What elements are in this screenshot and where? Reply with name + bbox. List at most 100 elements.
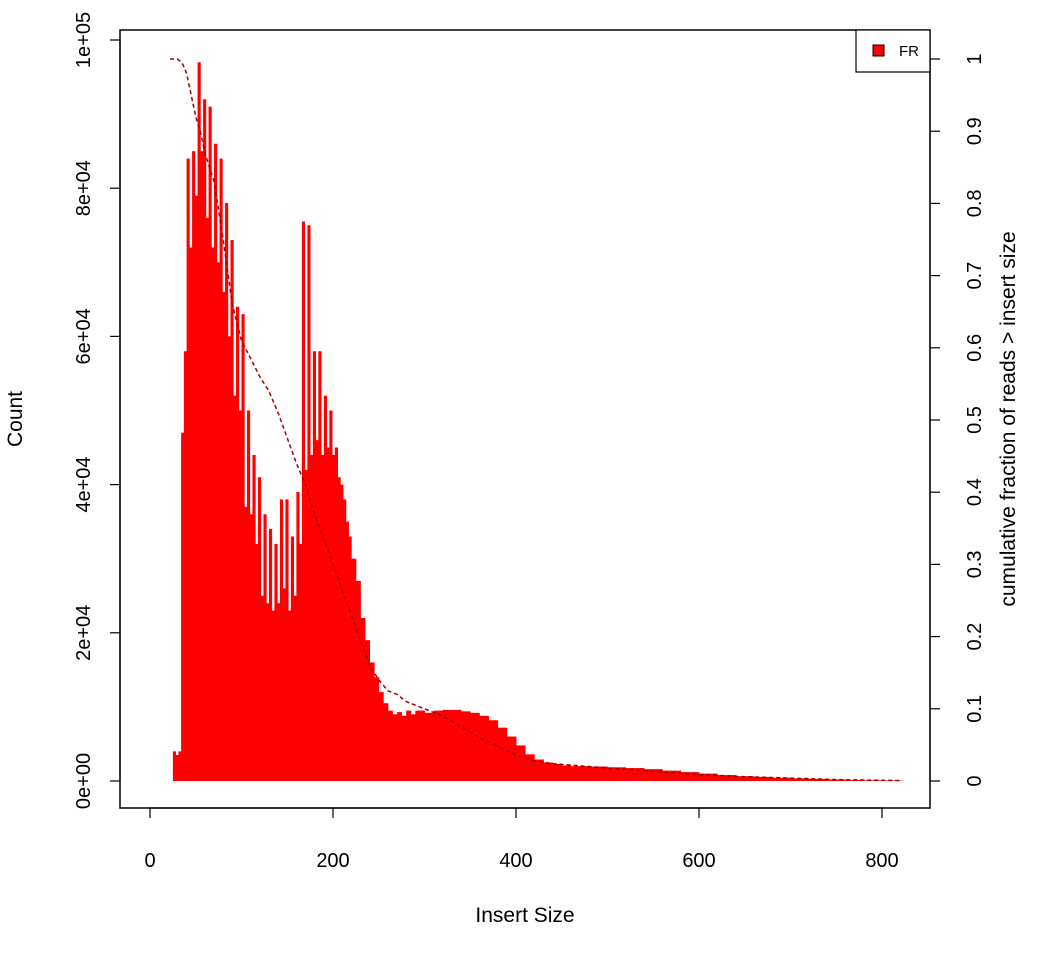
histogram-bar xyxy=(863,780,883,781)
histogram-bar xyxy=(340,484,344,781)
y2-tick-label: 0.2 xyxy=(964,623,986,651)
histogram-bar xyxy=(290,536,295,781)
histogram-bar xyxy=(451,709,462,781)
histogram-bar xyxy=(808,778,828,781)
histogram-bar xyxy=(266,603,270,781)
histogram-bar xyxy=(285,499,289,781)
histogram-bar xyxy=(263,514,267,781)
histogram-bar xyxy=(699,773,718,781)
histogram-bar xyxy=(334,447,338,781)
histogram-bar xyxy=(260,595,264,781)
histogram-bar xyxy=(293,595,297,781)
histogram-bar xyxy=(680,772,700,781)
histogram-bar xyxy=(365,640,370,781)
histogram-bar xyxy=(410,714,416,781)
histogram-bar xyxy=(249,514,253,781)
histogram-bar xyxy=(315,440,319,781)
histogram-bar xyxy=(717,775,736,781)
y2-tick-label: 0.9 xyxy=(964,117,986,145)
histogram-bar xyxy=(200,151,204,781)
histogram-bar xyxy=(433,710,444,781)
histogram-bar xyxy=(203,99,207,781)
histogram-bar xyxy=(561,765,572,781)
histogram-bar xyxy=(790,778,810,781)
histogram-bar xyxy=(525,754,535,781)
histogram-bar xyxy=(543,762,553,781)
y-axis-title: Count xyxy=(4,391,27,447)
histogram-bar xyxy=(225,203,229,781)
y-axis-right: 0 0.1 0.2 0.3 0.4 0.5 0.6 0.7 0.8 0.9 1 xyxy=(929,53,986,787)
x-tick-label: 400 xyxy=(499,850,532,872)
histogram-bar xyxy=(415,710,425,781)
histogram-bar xyxy=(304,469,308,781)
histogram-bar xyxy=(318,351,322,781)
y2-tick-label: 0.3 xyxy=(964,550,986,578)
histogram-bar xyxy=(735,776,755,781)
y2-tick-label: 0.7 xyxy=(964,262,986,290)
histogram-bar xyxy=(369,662,375,781)
y-tick-label: 4e+04 xyxy=(73,457,95,513)
x-tick-label: 0 xyxy=(144,850,155,872)
histogram-bar xyxy=(343,499,347,781)
histogram-bar xyxy=(274,543,278,781)
histogram-bar xyxy=(219,158,223,781)
histogram-bar xyxy=(329,410,333,781)
histogram-bar xyxy=(360,617,366,781)
histogram-bar xyxy=(307,225,311,781)
legend: FR xyxy=(855,29,931,73)
histogram-bar xyxy=(310,454,314,781)
histogram-bars xyxy=(172,62,904,782)
histogram-bar xyxy=(211,247,215,782)
histogram-bar xyxy=(288,610,292,781)
histogram-bar xyxy=(662,770,682,781)
histogram-bar xyxy=(197,62,201,782)
histogram-bar xyxy=(337,477,341,781)
histogram-bar xyxy=(378,692,384,781)
histogram-bar xyxy=(238,410,242,781)
histogram-bar xyxy=(186,158,190,781)
histogram-bar xyxy=(374,677,380,781)
histogram-bar xyxy=(227,336,231,781)
histogram-bar xyxy=(241,314,245,781)
histogram-bar xyxy=(424,712,435,781)
histogram-bar xyxy=(299,543,303,781)
histogram-bar xyxy=(178,751,182,781)
histogram-bar xyxy=(230,240,234,781)
histogram-bar xyxy=(181,432,185,781)
histogram-bar xyxy=(301,221,306,782)
histogram-bar xyxy=(323,395,327,781)
histogram-bar xyxy=(753,776,773,781)
legend-label: FR xyxy=(899,43,919,60)
y2-tick-label: 0.8 xyxy=(964,189,986,217)
y-tick-label: 6e+04 xyxy=(73,308,95,364)
histogram-bar xyxy=(282,588,286,781)
histogram-bar xyxy=(552,763,563,781)
histogram-bar xyxy=(321,454,325,781)
histogram-bar xyxy=(233,395,237,781)
histogram-bar xyxy=(470,712,480,781)
histogram-bar xyxy=(205,217,209,782)
y2-tick-label: 0.4 xyxy=(964,478,986,506)
histogram-bar xyxy=(397,712,403,781)
legend-swatch xyxy=(872,44,885,57)
histogram-bar xyxy=(506,736,517,781)
histogram-bar xyxy=(189,247,193,782)
histogram-bar xyxy=(355,580,361,781)
histogram-bar xyxy=(442,709,453,781)
y2-tick-label: 0 xyxy=(964,775,986,786)
x-axis: 0 200 400 600 800 xyxy=(144,807,899,872)
histogram-bar xyxy=(406,710,412,781)
histogram-bar xyxy=(461,711,471,781)
y-tick-label: 1e+05 xyxy=(73,12,95,68)
histogram-bar xyxy=(252,454,256,781)
y-tick-label: 2e+04 xyxy=(73,605,95,661)
cumulative-series-line xyxy=(170,58,901,782)
histogram-bar xyxy=(246,410,251,781)
histogram-bar xyxy=(194,195,198,782)
histogram-bar xyxy=(236,306,240,781)
histogram-bar xyxy=(644,769,663,781)
y2-tick-label: 0.6 xyxy=(964,334,986,362)
histogram-bar xyxy=(827,779,846,781)
histogram-bar xyxy=(296,492,300,781)
y2-tick-label: 0.5 xyxy=(964,406,986,434)
